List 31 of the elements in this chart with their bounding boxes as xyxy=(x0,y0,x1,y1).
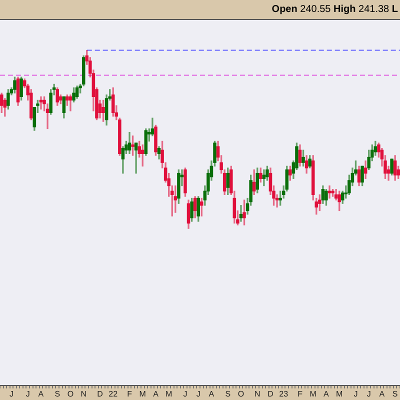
x-tick-label: J xyxy=(366,389,371,398)
x-tick-label: S xyxy=(54,389,60,398)
x-tick-label: A xyxy=(38,389,44,398)
candlestick xyxy=(39,96,43,110)
text: Open 240.55 High 241.38 L xyxy=(272,4,398,15)
x-tick-label: J xyxy=(354,389,358,398)
x-tick-label: M xyxy=(336,389,344,398)
x-tick-label: F xyxy=(127,389,132,398)
x-tick-label: A xyxy=(324,389,330,398)
x-tick-label: 22 xyxy=(108,389,118,398)
x-tick-label: O xyxy=(67,389,74,398)
x-tick-label: J xyxy=(26,389,30,398)
x-tick-label: O xyxy=(238,389,244,398)
x-tick-label: F xyxy=(298,389,303,398)
x-tick-label: M xyxy=(139,389,146,398)
x-tick-label: D xyxy=(97,389,104,398)
x-tick-label: N xyxy=(80,389,87,398)
x-tick-label: A xyxy=(153,389,160,398)
x-tick-label: A xyxy=(208,389,215,398)
x-tick-label: N xyxy=(254,389,260,398)
x-tick-label: J xyxy=(9,389,14,398)
x-tick-label: D xyxy=(268,389,274,398)
x-tick-label: J xyxy=(196,389,200,398)
x-tick-label: A xyxy=(379,389,386,398)
x-tick-label: M xyxy=(310,389,317,398)
x-tick-label: S xyxy=(225,389,231,398)
x-tick-label: J xyxy=(183,389,188,398)
x-tick-label: S xyxy=(392,389,398,398)
x-tick-label: 23 xyxy=(279,389,289,398)
candlestick xyxy=(275,194,279,208)
x-tick-label: M xyxy=(166,389,173,398)
